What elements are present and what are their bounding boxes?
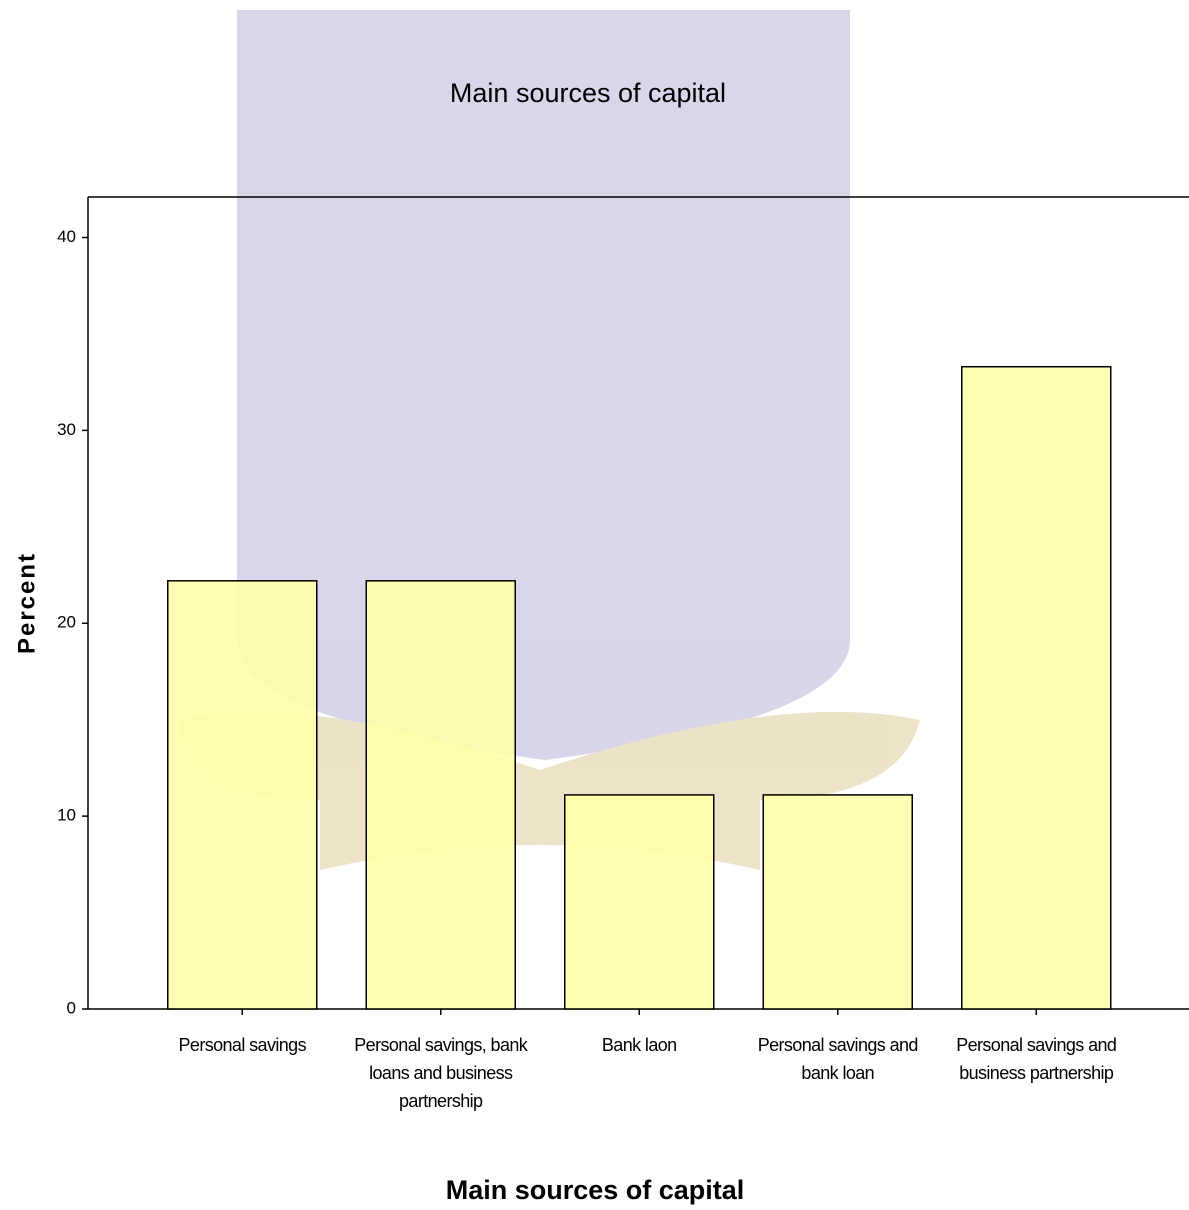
bar (565, 795, 714, 1009)
bar (366, 581, 515, 1009)
x-tick-label: Bank laon (549, 1031, 729, 1059)
y-tick-label: 30 (57, 420, 76, 439)
x-tick-label: Personal savings (152, 1031, 332, 1059)
x-tick-label: Personal savings and business partnershi… (946, 1031, 1126, 1087)
x-tick-label: Personal savings, bank loans and busines… (351, 1031, 531, 1115)
y-tick-label: 0 (67, 998, 76, 1017)
y-tick-label: 40 (57, 227, 76, 246)
y-tick-label: 10 (57, 806, 76, 825)
x-axis-title: Main sources of capital (446, 1175, 745, 1205)
x-tick-label: Personal savings and bank loan (748, 1031, 928, 1087)
chart: Main sources of capital Main sources of … (0, 0, 1189, 1210)
chart-title: Main sources of capital (450, 78, 726, 108)
bar (763, 795, 912, 1009)
bar (168, 581, 317, 1009)
page: Main sources of capital Main sources of … (0, 0, 1189, 1210)
y-tick-label: 20 (57, 613, 76, 632)
bar (962, 367, 1111, 1009)
y-axis-title: Percent (13, 552, 40, 654)
